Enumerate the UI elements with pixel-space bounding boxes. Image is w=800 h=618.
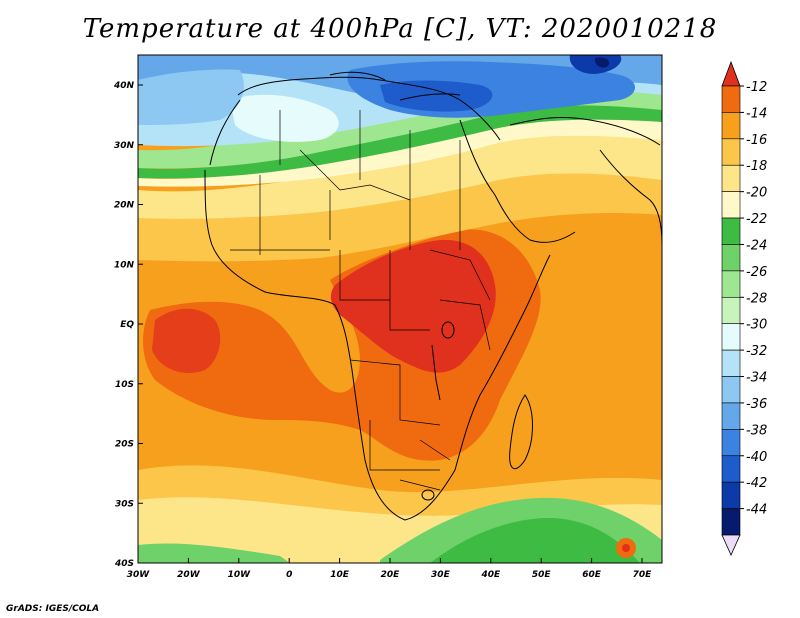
- colorbar-label: -30: [746, 318, 767, 333]
- lon-label: 30W: [127, 570, 151, 580]
- axis-ticks: [137, 84, 643, 564]
- map-title: Temperature at 400hPa [C], VT: 202001021…: [82, 14, 718, 44]
- longitude-labels: 30W 20W 10W 0 10E 20E 30E 40E 50E 60E 70E: [127, 570, 652, 580]
- lon-label: 10E: [330, 570, 350, 580]
- lon-label: 70E: [633, 570, 653, 580]
- colorbar-swatch: [721, 112, 741, 140]
- colorbar-label: -26: [746, 265, 767, 280]
- coastlines: [204, 71, 662, 521]
- colorbar-swatch: [721, 191, 741, 219]
- lat-label: 20S: [115, 440, 134, 450]
- field-north-west-blue: [138, 69, 244, 125]
- colorbar-label: -22: [746, 212, 767, 227]
- latitude-labels: 40N 30N 20N 10N EQ 10S 20S 30S 40S: [113, 81, 135, 569]
- colorbar-label: -24: [746, 238, 767, 253]
- grads-credit: GrADS: IGES/COLA: [6, 604, 100, 614]
- colorbar-swatch: [721, 85, 741, 113]
- colorbar-swatch: [721, 455, 741, 483]
- field-southwest-green: [138, 543, 290, 563]
- colorbar-label: -44: [746, 503, 767, 518]
- field-south-green-dark: [430, 517, 640, 563]
- colorbar-swatch: [721, 244, 741, 272]
- lon-label: 0: [286, 570, 292, 580]
- colorbar-label: -32: [746, 344, 767, 359]
- lat-label: 20N: [114, 201, 135, 211]
- lon-label: 30E: [431, 570, 451, 580]
- lon-label: 50E: [532, 570, 552, 580]
- field-red-core: [330, 239, 496, 373]
- lakes: [421, 321, 455, 501]
- colorbar-label: -42: [746, 476, 767, 491]
- field-yellow-band: [138, 130, 662, 219]
- lon-label: 20W: [177, 570, 201, 580]
- country-borders: [230, 110, 491, 491]
- colorbar-swatch: [721, 138, 741, 166]
- colorbar-label: -16: [746, 133, 767, 148]
- field-darkest: [594, 57, 610, 68]
- colorbar-swatch: [721, 270, 741, 298]
- colorbar-swatch: [721, 402, 741, 430]
- colorbar-bottom-arrow: [721, 534, 741, 556]
- temperature-field: [138, 55, 662, 563]
- colorbar-label: -36: [746, 397, 767, 412]
- colorbar: -12 -14 -16 -18 -20 -22 -24 -26 -28 -30 -32 -34 -36 -…: [721, 60, 767, 556]
- lat-label: 10S: [115, 380, 134, 390]
- lat-label: EQ: [120, 320, 134, 330]
- lat-label: 40N: [113, 81, 135, 91]
- colorbar-swatch: [721, 296, 741, 325]
- lat-label: 30N: [114, 141, 135, 151]
- lon-label: 60E: [582, 570, 602, 580]
- lat-label: 30S: [115, 499, 134, 509]
- colorbar-swatch: [721, 376, 741, 404]
- lon-label: 40E: [480, 570, 501, 580]
- field-red-west: [152, 308, 221, 374]
- lon-label: 20E: [381, 570, 401, 580]
- colorbar-swatch: [721, 508, 741, 536]
- colorbar-swatch: [721, 323, 741, 351]
- colorbar-swatch: [721, 429, 741, 457]
- colorbar-label: -34: [746, 371, 767, 386]
- colorbar-label: -20: [746, 186, 767, 201]
- lat-label: 40S: [114, 559, 134, 569]
- colorbar-label: -38: [746, 423, 767, 438]
- colorbar-swatch: [721, 481, 741, 509]
- field-pale-band: [138, 116, 662, 187]
- colorbar-label: -18: [746, 159, 767, 174]
- lat-label: 10N: [114, 260, 135, 270]
- plot-frame: [137, 54, 663, 564]
- colorbar-top-arrow: [721, 60, 741, 87]
- lon-label: 10W: [228, 570, 252, 580]
- colorbar-swatch: [721, 217, 741, 245]
- colorbar-label: -28: [746, 291, 767, 306]
- field-hotspot-core: [622, 544, 630, 552]
- field-dark-blue: [380, 80, 493, 112]
- field-pale-cyan: [230, 94, 339, 142]
- colorbar-swatch: [721, 349, 741, 377]
- colorbar-swatch: [721, 164, 741, 192]
- colorbar-label: -12: [746, 80, 767, 95]
- field-sahara-band: [138, 153, 662, 262]
- colorbar-label: -14: [746, 106, 767, 121]
- field-navy: [569, 55, 622, 74]
- colorbar-label: -40: [746, 450, 767, 465]
